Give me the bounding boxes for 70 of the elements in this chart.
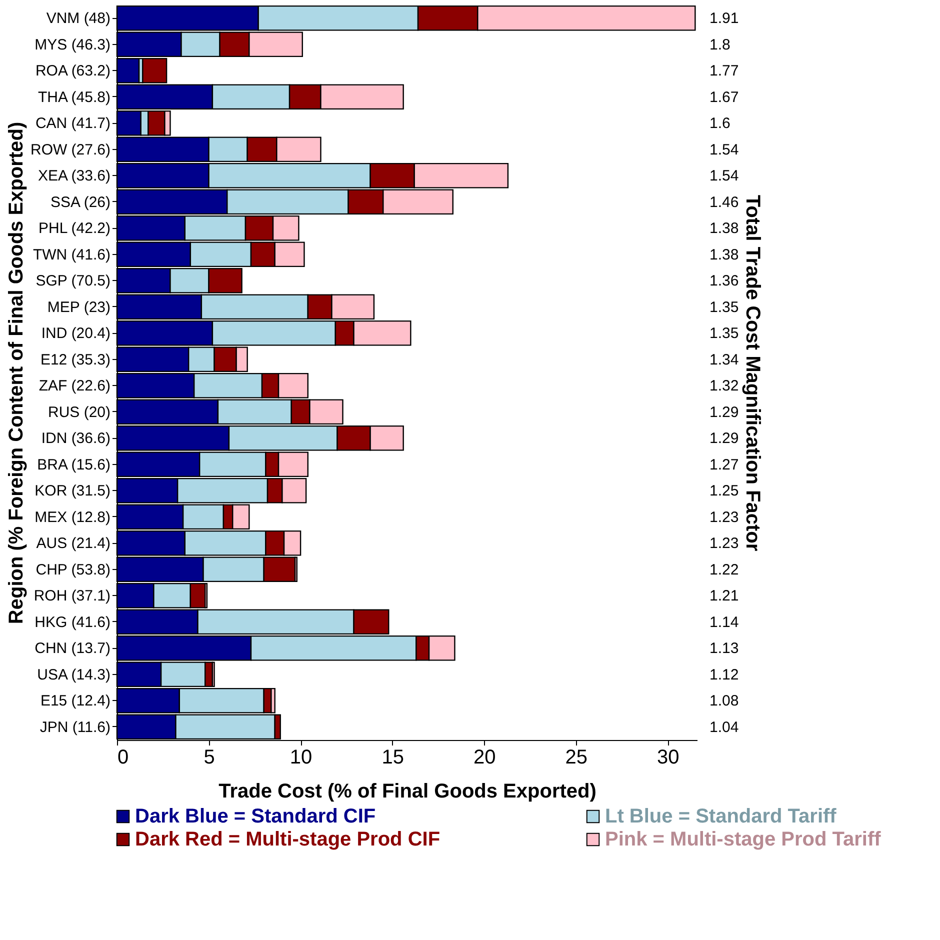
x-tick-label: 25 [565, 746, 588, 768]
legend-label: Lt Blue = Standard Tariff [605, 806, 837, 828]
y-tick-label: SSA (26) [50, 194, 111, 211]
y-tick-label: HKG (41.6) [34, 614, 110, 631]
y-tick-label: IND (20.4) [41, 325, 110, 342]
y2-tick-label: 1.35 [710, 325, 739, 342]
y2-tick-label: 1.21 [710, 588, 739, 605]
x-tick-label: 15 [382, 746, 404, 768]
y-tick-label: MYS (46.3) [34, 36, 110, 54]
y2-tick-label: 1.23 [710, 508, 739, 526]
x-tick-label: 30 [657, 746, 680, 768]
y2-tick-label: 1.12 [710, 666, 739, 684]
x-tick-label: 20 [473, 746, 496, 768]
y2-tick-label: 1.29 [710, 430, 739, 448]
y-tick-label: XEA (33.6) [38, 168, 110, 185]
y2-tick-label: 1.29 [710, 404, 739, 421]
y2-tick-label: 1.91 [710, 10, 739, 28]
y-tick-label: USA (14.3) [37, 666, 110, 684]
y-tick-label: BRA (15.6) [37, 456, 110, 474]
y-tick-label: MEX (12.8) [34, 508, 110, 526]
y-tick-label: AUS (21.4) [36, 535, 110, 552]
y2-tick-label: 1.67 [710, 88, 739, 106]
y-tick-label: RUS (20) [48, 404, 110, 421]
y2-tick-label: 1.54 [710, 141, 739, 158]
y2-tick-label: 1.6 [710, 115, 730, 132]
x-axis-title: Trade Cost (% of Final Goods Exported) [218, 780, 596, 802]
y2-tick-label: 1.14 [710, 614, 739, 631]
y-tick-label: ROH (37.1) [34, 588, 110, 605]
y2-tick-label: 1.8 [710, 36, 730, 54]
y2-tick-label: 1.38 [710, 246, 739, 264]
y2-tick-label: 1.34 [710, 351, 739, 368]
y-tick-label: ZAF (22.6) [38, 378, 110, 395]
y-tick-label: CHN (13.7) [34, 640, 110, 658]
y-tick-label: JPN (11.6) [40, 718, 111, 736]
y-tick-label: ROA (63.2) [35, 62, 111, 80]
y-tick-label: E12 (35.3) [40, 351, 110, 368]
y2-tick-label: 1.46 [710, 194, 739, 211]
y-tick-label: CHP (53.8) [36, 561, 110, 578]
y-tick-label: IDN (36.6) [41, 430, 110, 448]
y-tick-label: TWN (41.6) [32, 246, 110, 264]
y-tick-label: MEP (23) [47, 298, 111, 316]
y2-tick-label: 1.22 [710, 561, 739, 578]
legend-label: Pink = Multi-stage Prod Tariff [605, 828, 882, 850]
y-tick-label: KOR (31.5) [34, 482, 110, 500]
x-tick-label: 5 [204, 746, 215, 768]
y2-tick-label: 1.38 [710, 220, 739, 238]
y2-tick-label: 1.13 [710, 640, 739, 658]
y2-tick-label: 1.08 [710, 692, 739, 710]
y2-axis-title: Total Trade Cost Magnification Factor [742, 194, 764, 552]
legend-label: Dark Blue = Standard CIF [135, 806, 376, 828]
y-tick-label: ROW (27.6) [30, 141, 110, 158]
x-tick-label: 0 [118, 746, 129, 768]
y2-tick-label: 1.04 [710, 718, 739, 736]
y-tick-label: VNM (48) [46, 10, 110, 28]
y2-tick-label: 1.36 [710, 272, 739, 290]
y-axis-title: Region (% Foreign Content of Final Goods Exported) [5, 122, 28, 624]
y2-tick-label: 1.54 [710, 168, 739, 185]
y-tick-label: PHL (42.2) [38, 220, 110, 238]
y-tick-label: THA (45.8) [38, 88, 110, 106]
y2-tick-label: 1.77 [710, 62, 739, 80]
y2-tick-label: 1.25 [710, 482, 739, 500]
y2-tick-label: 1.32 [710, 378, 739, 395]
y-tick-label: CAN (41.7) [35, 115, 110, 132]
y2-tick-label: 1.35 [710, 298, 739, 316]
y2-tick-label: 1.23 [710, 535, 739, 552]
y2-tick-label: 1.27 [710, 456, 739, 474]
legend-label: Dark Red = Multi-stage Prod CIF [135, 828, 440, 850]
y-tick-label: SGP (70.5) [36, 272, 110, 290]
y-tick-label: E15 (12.4) [40, 692, 110, 710]
x-tick-label: 10 [290, 746, 312, 768]
